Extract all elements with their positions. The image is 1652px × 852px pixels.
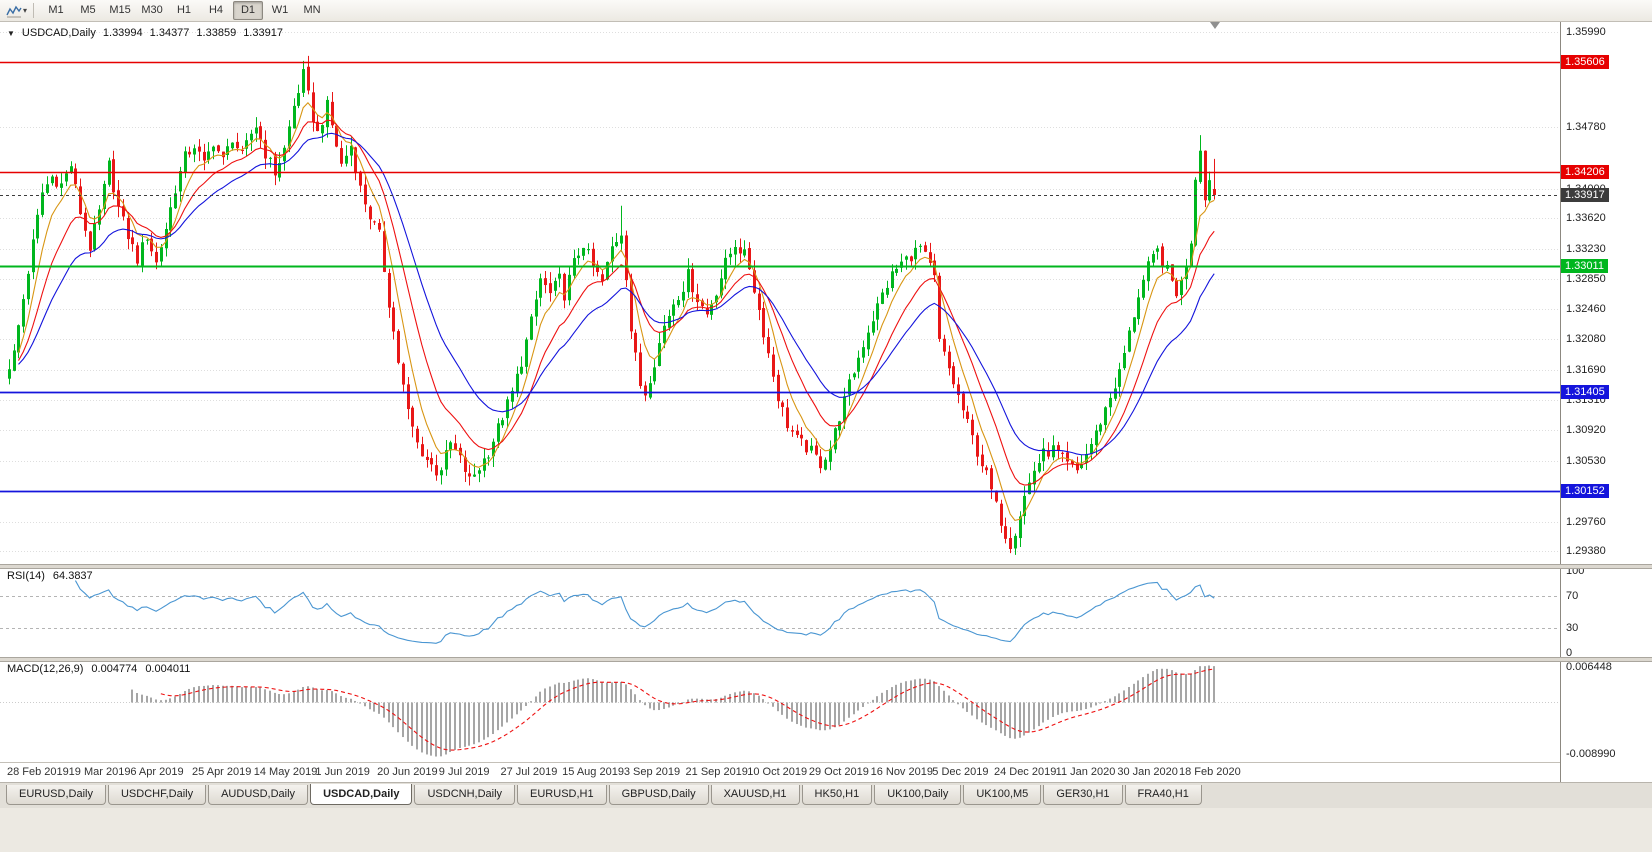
macd-axis-label: -0.008990 (1566, 748, 1616, 760)
rsi-canvas[interactable] (0, 567, 1560, 657)
timeframe-button-w1[interactable]: W1 (271, 4, 289, 16)
price-axis-tick: 1.33620 (1566, 212, 1606, 225)
rsi-value: 64.3837 (52, 570, 93, 582)
date-label: 16 Nov 2019 (870, 766, 933, 778)
date-label: 30 Jan 2020 (1117, 766, 1178, 778)
date-label: 24 Dec 2019 (993, 766, 1057, 778)
tab-eurusd-daily[interactable]: EURUSD,Daily (6, 785, 106, 805)
chart-tabbar: EURUSD,Daily USDCHF,Daily AUDUSD,Daily USDC… (0, 782, 1652, 808)
date-label: 9 Jul 2019 (438, 766, 490, 778)
price-axis-tick: 1.32460 (1566, 303, 1606, 316)
date-label: 19 Mar 2019 (68, 766, 131, 778)
chart-shift-marker[interactable] (1210, 22, 1220, 29)
current-price-price-label: 1.33917 (1561, 188, 1609, 203)
tab-uk100-daily[interactable]: UK100,Daily (874, 785, 962, 805)
price-axis-tick: 1.33230 (1566, 243, 1606, 255)
macd-axis-label: 0.006448 (1566, 661, 1612, 673)
price-axis-tick: 1.35990 (1566, 26, 1606, 39)
tab-usdcad-daily[interactable]: USDCAD,Daily (310, 784, 413, 805)
timeframe-button-d1[interactable]: D1 (233, 1, 264, 20)
date-label: 18 Feb 2020 (1179, 766, 1241, 778)
date-label: 27 Jul 2019 (500, 766, 558, 778)
tab-audusd-daily[interactable]: AUDUSD,Daily (208, 785, 309, 805)
chart-symbol-title: USDCAD,Daily (21, 27, 96, 39)
price-axis-tick: 1.34780 (1566, 121, 1606, 134)
tab-fra40-h1[interactable]: FRA40,H1 (1124, 785, 1202, 805)
support-price-label: 1.30152 (1561, 483, 1609, 498)
price-axis-tick: 1.29380 (1566, 545, 1606, 558)
chart-header: ▼ USDCAD,Daily 1.33994 1.34377 1.33859 1… (7, 27, 283, 39)
macd-indicator-name: MACD(12,26,9) (7, 663, 84, 675)
date-label: 25 Apr 2019 (192, 766, 252, 778)
tab-usdcnh-daily[interactable]: USDCNH,Daily (414, 785, 516, 805)
chart-window: ▼ USDCAD,Daily 1.33994 1.34377 1.33859 1… (0, 22, 1652, 782)
date-label: 6 Apr 2019 (130, 766, 184, 778)
price-axis[interactable]: 1.359901.347801.340001.336201.332301.328… (1560, 22, 1652, 782)
status-bar (0, 808, 1652, 852)
timeframe-button-m1[interactable]: M1 (48, 4, 64, 16)
rsi-axis-label: 0 (1566, 647, 1573, 659)
date-label: 10 Oct 2019 (747, 766, 808, 778)
tab-gbpusd-daily[interactable]: GBPUSD,Daily (608, 785, 709, 805)
date-label: 15 Aug 2019 (562, 766, 624, 778)
panel-splitter-rsi[interactable] (0, 564, 1652, 569)
timeframe-button-h4[interactable]: H4 (208, 4, 224, 16)
price-axis-tick: 1.30530 (1566, 455, 1606, 468)
tab-eurusd-h1[interactable]: EURUSD,H1 (517, 785, 607, 805)
ohlc-high-value: 1.34377 (149, 27, 190, 39)
ohlc-open-value: 1.33994 (102, 27, 143, 39)
date-label: 1 Jun 2019 (315, 766, 370, 778)
support-price-label: 1.33011 (1561, 259, 1608, 274)
macd-panel: MACD(12,26,9) 0.004774 0.004011 (0, 660, 1560, 762)
tab-ger30-h1[interactable]: GER30,H1 (1043, 785, 1123, 805)
main-chart-panel: ▼ USDCAD,Daily 1.33994 1.34377 1.33859 1… (0, 22, 1560, 564)
rsi-indicator-name: RSI(14) (7, 570, 45, 582)
toolbar-separator (33, 3, 35, 18)
rsi-axis-label: 70 (1566, 589, 1579, 602)
date-label: 5 Dec 2019 (932, 766, 989, 778)
price-axis-tick: 1.29760 (1566, 515, 1606, 528)
price-axis-tick: 1.30920 (1566, 424, 1606, 437)
date-label: 14 May 2019 (253, 766, 318, 778)
date-label: 29 Oct 2019 (808, 766, 869, 778)
tab-usdchf-daily[interactable]: USDCHF,Daily (107, 785, 207, 805)
chart-type-caret-icon[interactable]: ▾ (23, 6, 28, 15)
ohlc-low-value: 1.33859 (196, 27, 237, 39)
date-label: 20 Jun 2019 (377, 766, 438, 778)
date-label: 28 Feb 2019 (7, 766, 69, 778)
rsi-header: RSI(14) 64.3837 (7, 570, 93, 582)
date-label: 21 Sep 2019 (685, 766, 748, 778)
chart-menu-triangle-icon[interactable]: ▼ (7, 28, 15, 38)
rsi-axis-label: 30 (1566, 622, 1579, 635)
timeframe-button-h1[interactable]: H1 (176, 4, 192, 16)
timeframe-button-m5[interactable]: M5 (80, 4, 96, 16)
chart-type-icon[interactable] (6, 4, 22, 18)
macd-value: 0.004774 (91, 663, 138, 675)
price-axis-tick: 1.32080 (1566, 333, 1606, 346)
top-toolbar: ▾ M1 M5 M15 M30 H1 H4 D1 W1 MN (0, 0, 1652, 22)
ohlc-close-value: 1.33917 (243, 27, 283, 39)
timeframe-button-m15[interactable]: M15 (109, 4, 131, 16)
macd-header: MACD(12,26,9) 0.004774 0.004011 (7, 663, 190, 675)
price-axis-tick: 1.32850 (1566, 272, 1606, 285)
date-label: 11 Jan 2020 (1055, 766, 1116, 778)
macd-signal-value: 0.004011 (145, 663, 191, 675)
panel-splitter-macd[interactable] (0, 657, 1652, 662)
price-axis-tick: 1.31690 (1566, 363, 1606, 376)
macd-canvas[interactable] (0, 660, 1560, 762)
support-price-label: 1.31405 (1561, 385, 1609, 400)
tab-uk100-m5[interactable]: UK100,M5 (963, 785, 1042, 805)
time-axis[interactable]: 28 Feb 2019 19 Mar 2019 6 Apr 2019 25 Apr 2… (0, 762, 1560, 782)
timeframe-group: M1 M5 M15 M30 H1 H4 D1 W1 MN (40, 1, 328, 20)
timeframe-button-mn[interactable]: MN (303, 4, 321, 16)
tab-hk50-h1[interactable]: HK50,H1 (801, 785, 873, 805)
resistance-price-label: 1.34206 (1561, 165, 1609, 180)
tab-xauusd-h1[interactable]: XAUUSD,H1 (710, 785, 800, 805)
timeframe-button-m30[interactable]: M30 (141, 4, 163, 16)
resistance-price-label: 1.35606 (1561, 55, 1609, 70)
date-label: 3 Sep 2019 (623, 766, 681, 778)
main-chart-canvas[interactable] (0, 22, 1560, 564)
rsi-panel: RSI(14) 64.3837 (0, 567, 1560, 657)
